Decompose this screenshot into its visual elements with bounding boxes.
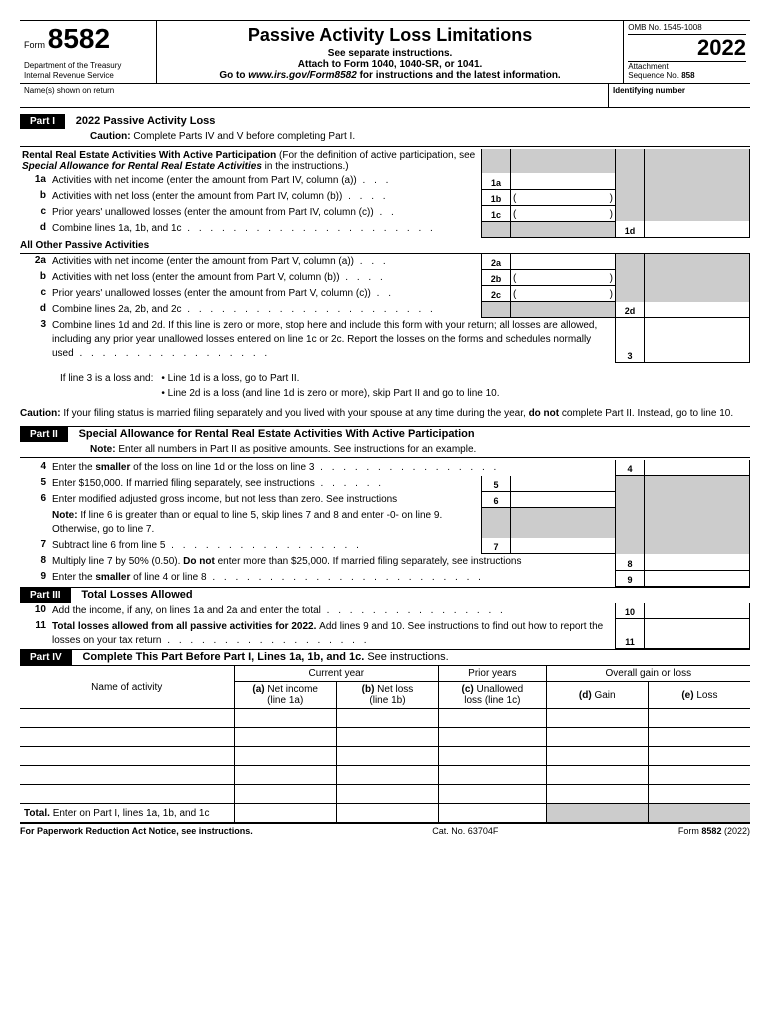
- table-row[interactable]: [20, 785, 750, 804]
- name-id-row: Name(s) shown on return Identifying numb…: [20, 84, 750, 108]
- table-row[interactable]: [20, 709, 750, 728]
- line-2a-value[interactable]: [511, 254, 616, 270]
- attachment-label: Attachment Sequence No. 858: [628, 61, 746, 80]
- line-6-value[interactable]: [511, 492, 616, 508]
- tax-year: 20202222: [628, 35, 746, 61]
- line-2b-value[interactable]: (): [511, 270, 616, 286]
- total-c[interactable]: [439, 804, 547, 823]
- form-number: 8582: [48, 23, 110, 55]
- part-4-table: Name of activity Current year Prior year…: [20, 665, 750, 823]
- line-10-value[interactable]: [645, 603, 750, 619]
- table-row[interactable]: [20, 747, 750, 766]
- table-row[interactable]: [20, 766, 750, 785]
- line-1a-value[interactable]: [511, 173, 616, 189]
- form-word: Form: [24, 40, 45, 50]
- line-1d-value[interactable]: [645, 221, 750, 237]
- line-3-instructions: If line 3 is a loss and:• Line 1d is a l…: [20, 371, 750, 401]
- part-1-header: Part I 2022 Passive Activity Loss: [20, 114, 750, 129]
- line-3-value[interactable]: [645, 318, 750, 363]
- subtitle-1: See separate instructions.: [161, 48, 619, 59]
- part-3-header: Part III Total Losses Allowed: [20, 587, 750, 603]
- line-1c-value[interactable]: (): [511, 205, 616, 221]
- section-2-heading: All Other Passive Activities: [20, 238, 750, 254]
- part-1-caution: Caution: Complete Parts IV and V before …: [20, 131, 750, 142]
- part-1-caution-2: Caution: If your filing status is marrie…: [20, 407, 750, 420]
- line-1b-value[interactable]: (): [511, 189, 616, 205]
- section-1-heading: Rental Real Estate Activities With Activ…: [20, 149, 482, 173]
- identifying-number-field[interactable]: Identifying number: [609, 84, 751, 108]
- total-a[interactable]: [234, 804, 336, 823]
- line-7-value[interactable]: [511, 538, 616, 554]
- line-4-value[interactable]: [645, 460, 750, 476]
- total-b[interactable]: [336, 804, 438, 823]
- subtitle-3: Go to www.irs.gov/Form8582 for instructi…: [161, 70, 619, 81]
- form-8582-page: Form 8582 Department of the Treasury Int…: [20, 20, 750, 836]
- part-2-note: Note: Enter all numbers in Part II as po…: [20, 444, 750, 455]
- part-1-section-1: Rental Real Estate Activities With Activ…: [20, 149, 750, 238]
- table-row[interactable]: [20, 728, 750, 747]
- line-11-value[interactable]: [645, 619, 750, 649]
- department: Department of the Treasury: [24, 61, 152, 71]
- part-1-section-2: 2a Activities with net income (enter the…: [20, 254, 750, 363]
- line-8-value[interactable]: [645, 554, 750, 571]
- form-title: Passive Activity Loss Limitations: [161, 25, 619, 46]
- part-2-lines: 4 Enter the smaller of the loss on line …: [20, 460, 750, 587]
- line-9-value[interactable]: [645, 570, 750, 586]
- form-header: Form 8582 Department of the Treasury Int…: [20, 20, 750, 84]
- total-row: Total. Enter on Part I, lines 1a, 1b, an…: [20, 804, 750, 823]
- agency: Internal Revenue Service: [24, 71, 152, 81]
- part-3-lines: 10 Add the income, if any, on lines 1a a…: [20, 603, 750, 650]
- subtitle-2: Attach to Form 1040, 1040-SR, or 1041.: [161, 59, 619, 70]
- line-5-value do[interactable]: [511, 476, 616, 492]
- line-2d-value[interactable]: [645, 302, 750, 318]
- line-2c-value[interactable]: (): [511, 286, 616, 302]
- part-2-header: Part II Special Allowance for Rental Rea…: [20, 426, 750, 442]
- part-4-header: Part IV Complete This Part Before Part I…: [20, 649, 750, 665]
- omb-number: OMB No. 1545-1008: [628, 23, 746, 35]
- names-field[interactable]: Name(s) shown on return: [20, 84, 609, 108]
- page-footer: For Paperwork Reduction Act Notice, see …: [20, 823, 750, 836]
